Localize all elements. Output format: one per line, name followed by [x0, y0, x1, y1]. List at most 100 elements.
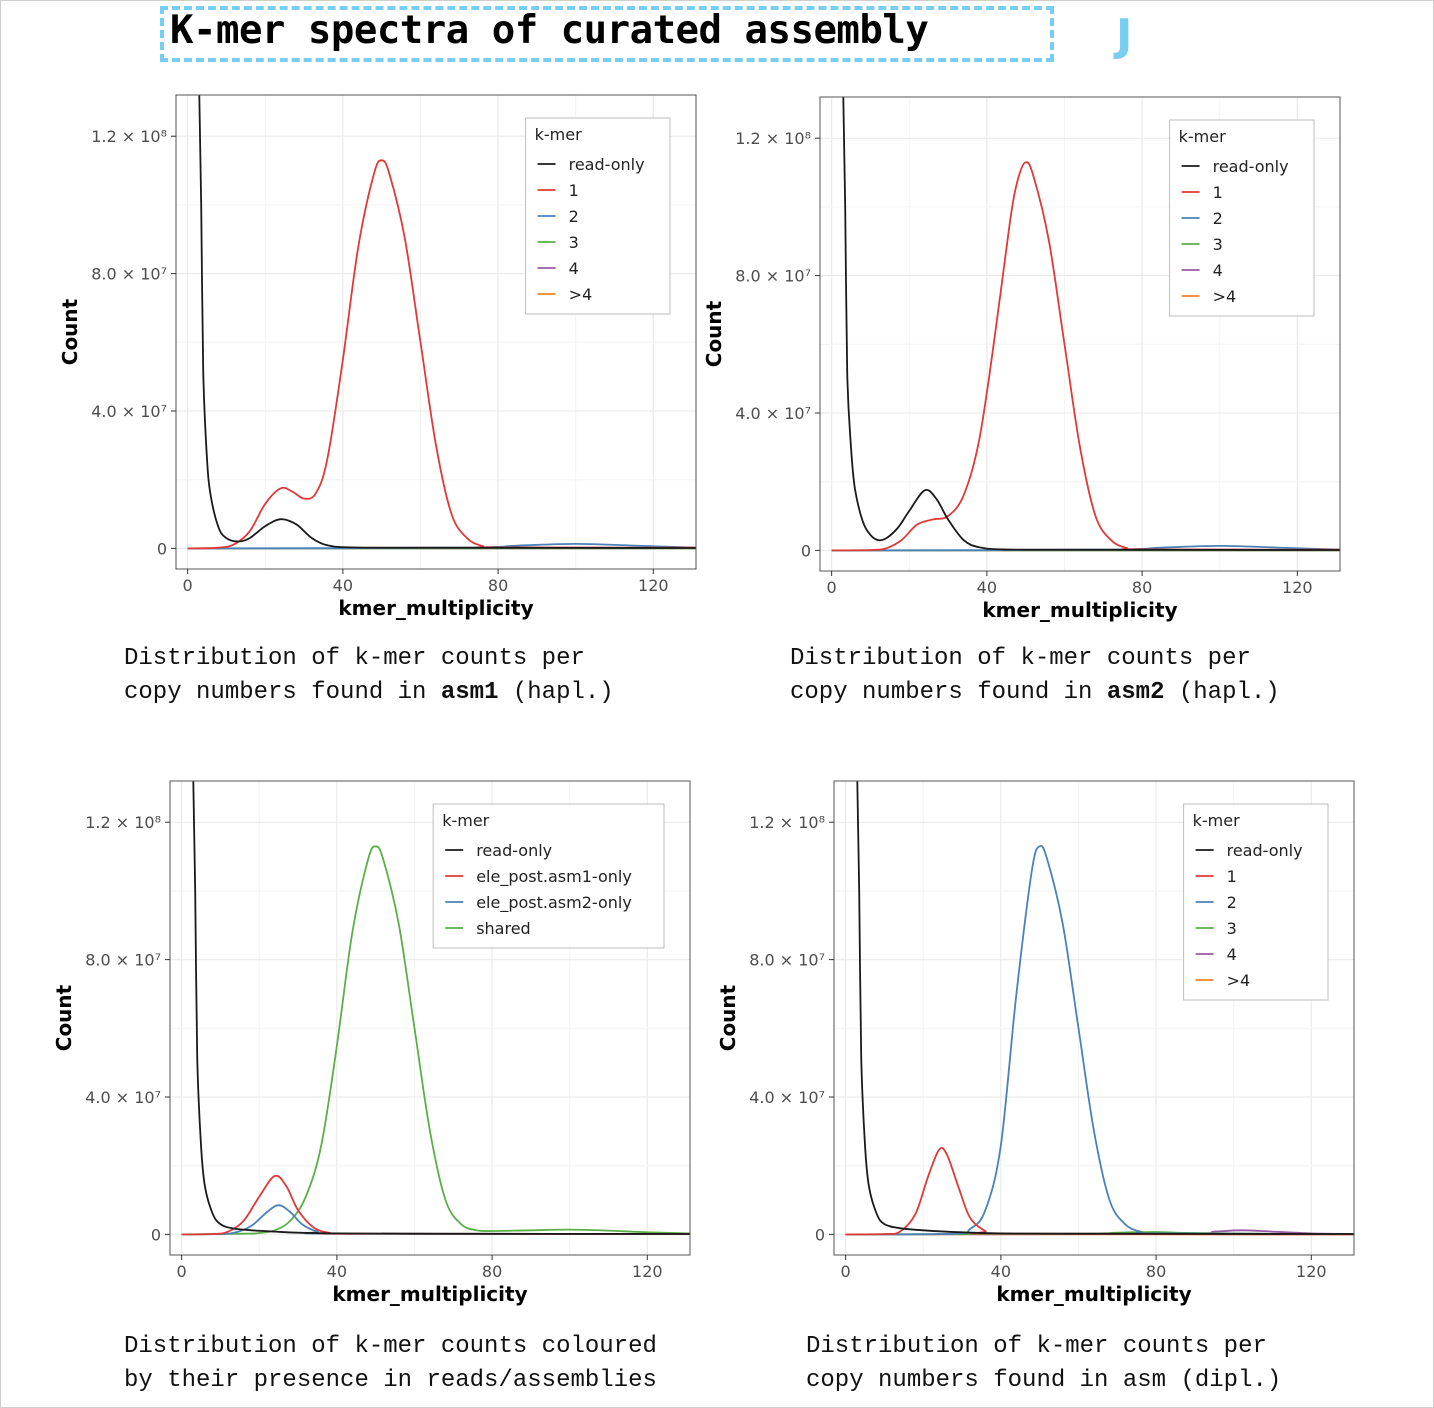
legend-label: 2	[1227, 893, 1237, 912]
legend-label: read-only	[569, 155, 645, 174]
legend-label: ele_post.asm2-only	[476, 893, 632, 913]
legend-label: 3	[569, 233, 579, 252]
x-tick-label: 40	[977, 578, 997, 597]
series-line-2	[831, 545, 1340, 552]
legend-label: 2	[1213, 209, 1223, 228]
series-line-2	[845, 844, 1354, 1236]
caption-line2-pre: copy numbers found in	[124, 679, 441, 706]
legend-label: 1	[1213, 183, 1223, 202]
x-tick-label: 40	[991, 1262, 1011, 1281]
x-tick-label: 0	[183, 576, 193, 595]
chart-presence: 0 40 80 120 0 4.0 × 10⁷ 8.0 × 10⁷ 1.2 × 10⁸ kmer…	[52, 780, 691, 1306]
chart-diploid: 0 40 80 120 0 4.0 × 10⁷ 8.0 × 10⁷ 1.2 × 10⁸ kmer…	[716, 780, 1355, 1306]
legend-box	[432, 803, 665, 949]
y-axis-label: Count	[52, 984, 76, 1051]
figure-title: K-mer spectra of curated assembly	[170, 8, 929, 53]
panel-border	[833, 780, 1355, 1256]
legend-label: >4	[1213, 287, 1237, 306]
caption-line2-bold: asm2	[1106, 679, 1165, 706]
y-tick-label: 1.2 × 10⁸	[91, 127, 167, 146]
caption-line2-pre: copy numbers found in asm (dipl.)	[806, 1367, 1282, 1394]
x-tick-label: 40	[333, 576, 353, 595]
x-tick-label: 0	[841, 1262, 851, 1281]
x-tick-label: 120	[1282, 578, 1313, 597]
x-axis-label: kmer_multiplicity	[332, 1282, 527, 1306]
y-axis-label: Count	[702, 300, 726, 367]
x-tick-label: 120	[638, 576, 669, 595]
caption-line1: Distribution of k-mer counts per	[806, 1333, 1267, 1360]
series-line-2	[187, 543, 696, 550]
legend-label: read-only	[1227, 841, 1303, 860]
x-tick-label: 80	[1132, 578, 1152, 597]
series-line-1	[187, 159, 696, 550]
series-lines	[831, 97, 1340, 552]
y-tick-label: 0	[801, 541, 811, 560]
series-lines	[187, 95, 696, 550]
y-tick-label: 0	[157, 539, 167, 558]
caption-asm2: Distribution of k-mer counts per copy nu…	[790, 642, 1280, 710]
legend: k-mer read-only 1 2 3 4 >4	[1183, 803, 1329, 1001]
y-tick-label: 4.0 × 10⁷	[749, 1088, 825, 1107]
x-axis-label: kmer_multiplicity	[338, 596, 533, 620]
x-axis-label: kmer_multiplicity	[982, 598, 1177, 622]
series-line-read-only	[198, 95, 696, 549]
legend-title: k-mer	[1193, 811, 1240, 830]
series-line-1	[831, 161, 1340, 552]
legend-label: read-only	[476, 841, 552, 860]
y-tick-label: 1.2 × 10⁸	[749, 813, 825, 832]
legend-label: read-only	[1213, 157, 1289, 176]
chart-asm1: 0 40 80 120 0 4.0 × 10⁷ 8.0 × 10⁷ 1.2 × 10⁸ kmer…	[58, 94, 697, 620]
panel-border	[175, 94, 697, 570]
y-tick-label: 8.0 × 10⁷	[91, 265, 167, 284]
legend: k-mer read-only 1 2 3 4 >4	[525, 117, 671, 315]
series-line-read-only	[192, 781, 690, 1235]
y-tick-label: 1.2 × 10⁸	[735, 129, 811, 148]
legend-label: 1	[1227, 867, 1237, 886]
series-lines	[845, 781, 1354, 1236]
series-line-shared	[181, 845, 690, 1236]
series-lines	[181, 781, 690, 1236]
caption-line2-post: (hapl.)	[498, 679, 614, 706]
legend-title: k-mer	[535, 125, 582, 144]
chart-asm2: 0 40 80 120 0 4.0 × 10⁷ 8.0 × 10⁷ 1.2 × 10⁸ kmer…	[702, 96, 1341, 622]
caption-diploid: Distribution of k-mer counts per copy nu…	[806, 1330, 1281, 1398]
x-tick-label: 80	[1146, 1262, 1166, 1281]
legend-label: ele_post.asm1-only	[476, 867, 632, 887]
legend-label: 1	[569, 181, 579, 200]
caption-line1: Distribution of k-mer counts per	[124, 645, 585, 672]
caption-line2-pre: by their presence in reads/assemblies	[124, 1367, 657, 1394]
x-tick-label: 80	[488, 576, 508, 595]
y-tick-label: 8.0 × 10⁷	[85, 951, 161, 970]
legend: k-mer read-only 1 2 3 4 >4	[1169, 119, 1315, 317]
legend-label: shared	[476, 919, 531, 938]
y-axis-label: Count	[58, 298, 82, 365]
title-box	[160, 6, 1054, 62]
y-tick-label: 4.0 × 10⁷	[735, 404, 811, 423]
caption-line2-post: (hapl.)	[1164, 679, 1280, 706]
x-tick-label: 120	[632, 1262, 663, 1281]
x-tick-label: 0	[177, 1262, 187, 1281]
legend-label: 2	[569, 207, 579, 226]
legend-label: 3	[1227, 919, 1237, 938]
series-line-read-only	[856, 781, 1354, 1235]
y-tick-label: 0	[815, 1225, 825, 1244]
legend: k-mer read-only ele_post.asm1-only ele_post…	[432, 803, 665, 949]
legend-label: 3	[1213, 235, 1223, 254]
y-tick-label: 8.0 × 10⁷	[749, 951, 825, 970]
x-tick-label: 120	[1296, 1262, 1327, 1281]
x-axis-label: kmer_multiplicity	[996, 1282, 1191, 1306]
y-tick-label: 4.0 × 10⁷	[85, 1088, 161, 1107]
caption-presence: Distribution of k-mer counts coloured by…	[124, 1330, 657, 1398]
legend-title: k-mer	[1179, 127, 1226, 146]
legend-label: >4	[1227, 971, 1251, 990]
legend-title: k-mer	[442, 811, 489, 830]
x-tick-label: 80	[482, 1262, 502, 1281]
legend-label: 4	[1227, 945, 1237, 964]
legend-label: 4	[569, 259, 579, 278]
legend-label: >4	[569, 285, 593, 304]
caption-line2-bold: asm1	[440, 679, 499, 706]
y-tick-label: 1.2 × 10⁸	[85, 813, 161, 832]
x-tick-label: 40	[327, 1262, 347, 1281]
y-tick-label: 8.0 × 10⁷	[735, 267, 811, 286]
legend-label: 4	[1213, 261, 1223, 280]
